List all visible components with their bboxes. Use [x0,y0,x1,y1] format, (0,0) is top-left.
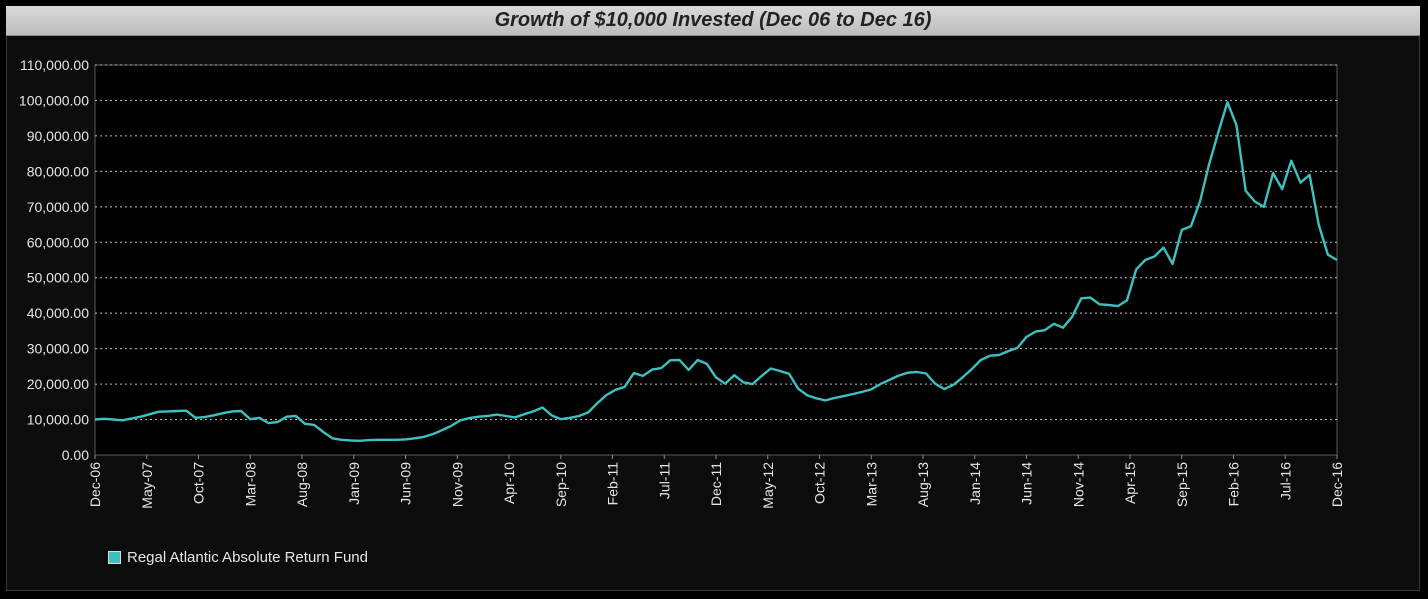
x-axis: Dec-06 May-07 Oct-07 Mar-08 Aug-08 Jan-09 Jun-… [87,455,1345,509]
x-tick-label: Aug-08 [294,462,310,507]
x-tick-label: Oct-07 [191,462,207,504]
x-tick-label: Dec-11 [708,462,724,506]
x-tick-label: Nov-09 [449,462,465,507]
y-tick-label: 110,000.00 [20,57,89,73]
x-tick-label: May-12 [760,462,776,509]
y-tick-label: 20,000.00 [27,376,89,392]
x-tick-label: Jun-09 [398,462,414,505]
series-line [94,100,1338,442]
plot-area [94,64,1338,456]
chart-title: Growth of $10,000 Invested (Dec 06 to De… [494,9,932,31]
x-tick-label: Jan-14 [967,462,983,505]
y-tick-label: 0.00 [62,447,89,463]
series-layer [94,100,1338,442]
chart-title-bar: Growth of $10,000 Invested (Dec 06 to De… [6,6,1420,36]
x-tick-label: Jun-14 [1019,462,1035,505]
y-axis: 0.00 10,000.00 20,000.00 30,000.00 40,000.00… [19,57,89,463]
gridlines [95,64,1337,421]
x-tick-label: Apr-15 [1122,462,1138,504]
x-tick-label: Oct-12 [812,462,828,504]
y-tick-label: 90,000.00 [27,128,89,144]
y-tick-label: 80,000.00 [27,163,89,179]
x-tick-label: Nov-14 [1070,462,1086,507]
x-tick-label: Dec-06 [87,462,103,507]
x-tick-label: Jan-09 [346,462,362,505]
x-tick-label: Sep-15 [1174,462,1190,507]
x-tick-label: Sep-10 [553,462,569,507]
y-tick-label: 100,000.00 [19,92,89,108]
x-tick-label: May-07 [139,462,155,509]
legend: Regal Atlantic Absolute Return Fund [108,548,368,566]
x-tick-label: Dec-16 [1329,462,1345,507]
x-tick-label: Jul-16 [1277,462,1293,500]
y-tick-label: 70,000.00 [27,199,89,215]
legend-swatch [108,550,121,564]
x-tick-label: Feb-11 [605,462,621,506]
legend-label: Regal Atlantic Absolute Return Fund [127,548,368,566]
x-tick-label: Mar-13 [863,462,879,507]
x-tick-label: Apr-10 [501,462,517,504]
y-tick-label: 60,000.00 [27,234,89,250]
y-tick-label: 40,000.00 [27,305,89,321]
x-tick-label: Aug-13 [915,462,931,507]
y-tick-label: 30,000.00 [27,341,89,357]
x-tick-label: Feb-16 [1226,462,1242,507]
y-tick-label: 10,000.00 [27,412,89,428]
x-tick-label: Jul-11 [656,462,672,499]
y-tick-label: 50,000.00 [27,270,89,286]
x-tick-label: Mar-08 [242,462,258,507]
